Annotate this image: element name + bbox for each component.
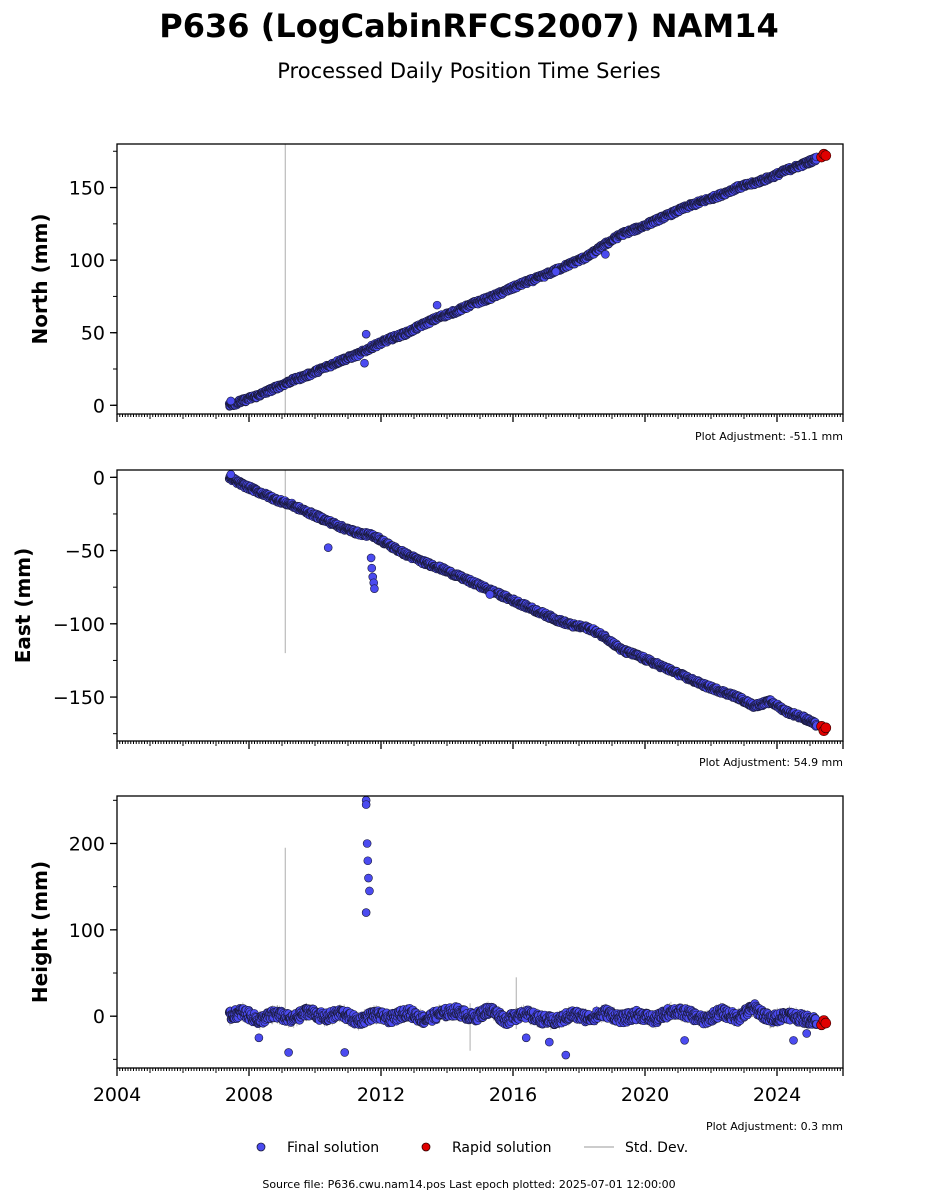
east-outlier-point [485, 590, 495, 599]
east-panel: 0 −50 −100 −150 East (mm) [11, 467, 844, 749]
north-panel: 0 50 100 150 North (mm) [28, 143, 844, 422]
east-outlier-point [226, 470, 236, 479]
east-y-axis-label: East (mm) [11, 548, 35, 664]
east-y-tick-label: −100 [53, 614, 105, 636]
east-rapid-point [820, 722, 832, 734]
north-outlier-point [432, 300, 442, 310]
north-y-tick-label: 150 [69, 178, 105, 200]
east-outlier-point [366, 553, 376, 563]
north-y-axis-label: North (mm) [28, 213, 52, 344]
north-outlier-point [361, 329, 371, 339]
height-plot-area [224, 796, 832, 1060]
east-outlier-point [367, 563, 377, 573]
north-y-tick-label: 100 [69, 250, 105, 272]
east-y-tick-label: 0 [93, 467, 105, 489]
east-y-tick-label: −50 [65, 541, 105, 563]
east-y-tick-label: −150 [53, 687, 105, 709]
north-y-tick-label: 0 [93, 395, 105, 417]
east-outlier-point [370, 584, 379, 593]
north-outlier-point [360, 358, 369, 368]
east-plot-area [224, 470, 832, 737]
north-outlier-point [551, 267, 561, 277]
north-plot-area [224, 144, 832, 414]
north-outlier-point [226, 396, 236, 406]
north-outlier-point [601, 250, 610, 259]
north-y-tick-label: 50 [81, 323, 105, 345]
north-rapid-point [820, 150, 832, 161]
chart-title: P636 (LogCabinRFCS2007) NAM14 [159, 7, 778, 45]
chart-subtitle: Processed Daily Position Time Series [277, 59, 661, 83]
east-outlier-point [323, 543, 333, 552]
